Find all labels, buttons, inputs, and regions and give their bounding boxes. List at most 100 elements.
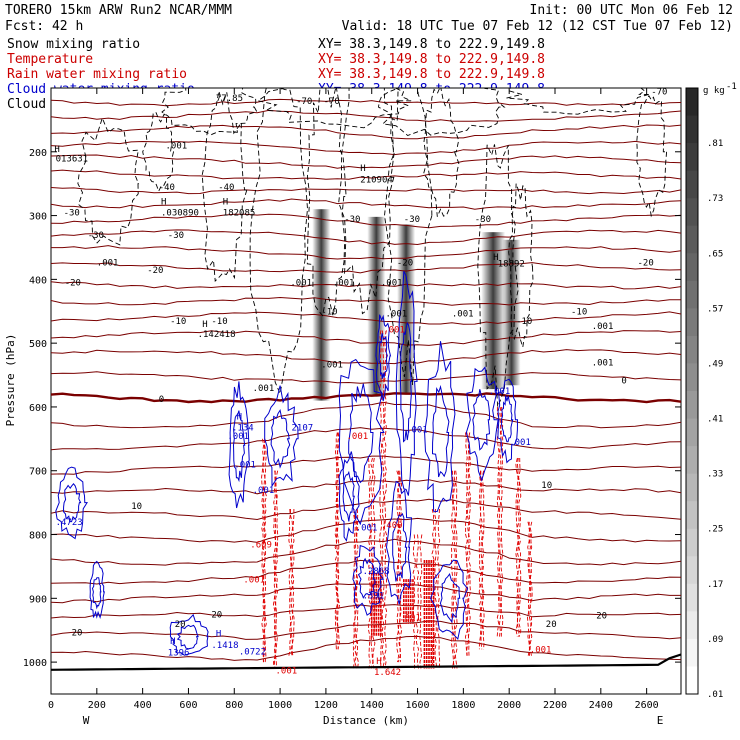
rain-contour (454, 470, 458, 669)
snow-column (502, 239, 521, 386)
isotherm (51, 455, 681, 475)
rain-contour (263, 438, 267, 663)
cloud-water-contour (378, 333, 389, 380)
x-axis: 0 200 400 600 800 1000 1200 1400 1600 1800 2000 220… (48, 88, 659, 711)
contour-label: H (54, 145, 59, 155)
contour-label: -10 (170, 317, 186, 327)
contour-label: 20 (546, 620, 557, 630)
colorbar-bin (686, 666, 698, 695)
isotherm (51, 371, 681, 384)
contour-label: -10 (211, 317, 227, 327)
terrain-line (51, 653, 681, 671)
cloud-water-contour (232, 410, 246, 483)
cloud-water-contour (439, 572, 461, 624)
forecast-hour: Fcst: 42 h (5, 19, 83, 34)
x-tick-label: 1200 (314, 700, 338, 711)
isotherm (51, 154, 681, 169)
snow-contour (338, 88, 395, 315)
isotherm (51, 401, 681, 429)
isotherm (51, 169, 681, 180)
rain-water-contours (261, 330, 533, 669)
snow-contour (423, 88, 460, 217)
x-tick-label: 1000 (268, 700, 292, 711)
contour-label: 10 (131, 502, 142, 512)
y-tick-label: 200 (29, 148, 47, 159)
contour-label: 1396 (168, 649, 190, 659)
colorbar-bin (686, 611, 698, 640)
colorbar-unit-exp: -1 (726, 82, 737, 92)
colorbar-label: .33 (707, 470, 723, 480)
contour-label: 0 (159, 395, 164, 405)
cloud-water-contour (176, 624, 199, 650)
contour-label: -30 (475, 215, 491, 225)
rain-contour (368, 457, 372, 669)
contour-label: .001 (243, 575, 265, 585)
isotherm (51, 262, 681, 274)
legend-xy: XY= 38.3,149.8 to 222.9,149.8 (318, 37, 545, 52)
colorbar-bin (686, 335, 698, 364)
colorbar-label: .01 (707, 690, 723, 700)
isotherm (51, 349, 681, 365)
colorbar-label: .57 (707, 304, 723, 314)
rain-contour (379, 330, 383, 669)
contour-label: .001 (356, 524, 378, 534)
isotherm (51, 109, 681, 122)
contour-label: H (223, 198, 228, 208)
cloud-water-contour (392, 512, 408, 582)
contour-label: -10 (571, 308, 587, 318)
colorbar-bin (686, 308, 698, 337)
rain-contour (464, 432, 468, 656)
contour-label: .1418 (211, 641, 238, 651)
legend-xy: XY= 38.3,149.8 to 222.9,149.8 (318, 67, 545, 82)
contour-label: .400 (381, 521, 403, 531)
x-tick-label: 2200 (543, 700, 567, 711)
cloud-water-contour (169, 613, 209, 656)
colorbar-bin (686, 198, 698, 227)
x-tick-label: 800 (225, 700, 243, 711)
rain-contour (498, 406, 502, 637)
snow-shading (312, 209, 521, 401)
snow-contour (249, 88, 308, 396)
colorbar-bin (686, 418, 698, 447)
rain-contour (399, 470, 403, 663)
legend-xy: XY= 38.3,149.8 to 222.9,149.8 (318, 52, 545, 67)
contour-label: .4723 (56, 518, 83, 528)
contour-label: .609 (250, 540, 272, 550)
contour-label: .001 (381, 279, 403, 289)
colorbar-unit: g kg (703, 86, 725, 96)
contour-label: -30 (168, 231, 184, 241)
isotherm (51, 604, 681, 619)
contour-label: H (376, 657, 381, 667)
rain-contour (516, 457, 520, 637)
contour-label: .001 (333, 279, 355, 289)
valid-time: Valid: 18 UTC Tue 07 Feb 12 (12 CST Tue … (342, 19, 733, 34)
isotherm (51, 229, 681, 246)
contour-label: .142418 (198, 330, 236, 340)
rain-contour (274, 470, 278, 669)
x-tick-label: 1800 (451, 700, 475, 711)
x-tick-label: 0 (48, 700, 54, 711)
contour-label: 182085 (223, 209, 256, 219)
colorbar-bin (686, 170, 698, 199)
contour-label: .2868 (363, 567, 390, 577)
rain-contour (415, 534, 420, 669)
rain-contour (481, 470, 485, 650)
isotherm (51, 296, 681, 306)
contour-label: .001 (234, 461, 256, 471)
cloud-water-contour (429, 559, 469, 641)
legend-label: Temperature (7, 52, 93, 67)
colorbar-bin (686, 253, 698, 282)
colorbar-bin (686, 556, 698, 585)
snow-contour (508, 183, 534, 348)
contour-label: H (360, 164, 365, 174)
cloud-water-contour (89, 560, 105, 620)
contour-label: .001 (347, 432, 369, 442)
contour-label: .001 (592, 359, 614, 369)
contour-label: .001 (386, 309, 408, 319)
contour-label: H (493, 253, 498, 263)
snow-contour (77, 116, 140, 246)
isotherm (51, 427, 681, 451)
contour-label: H (170, 637, 175, 647)
